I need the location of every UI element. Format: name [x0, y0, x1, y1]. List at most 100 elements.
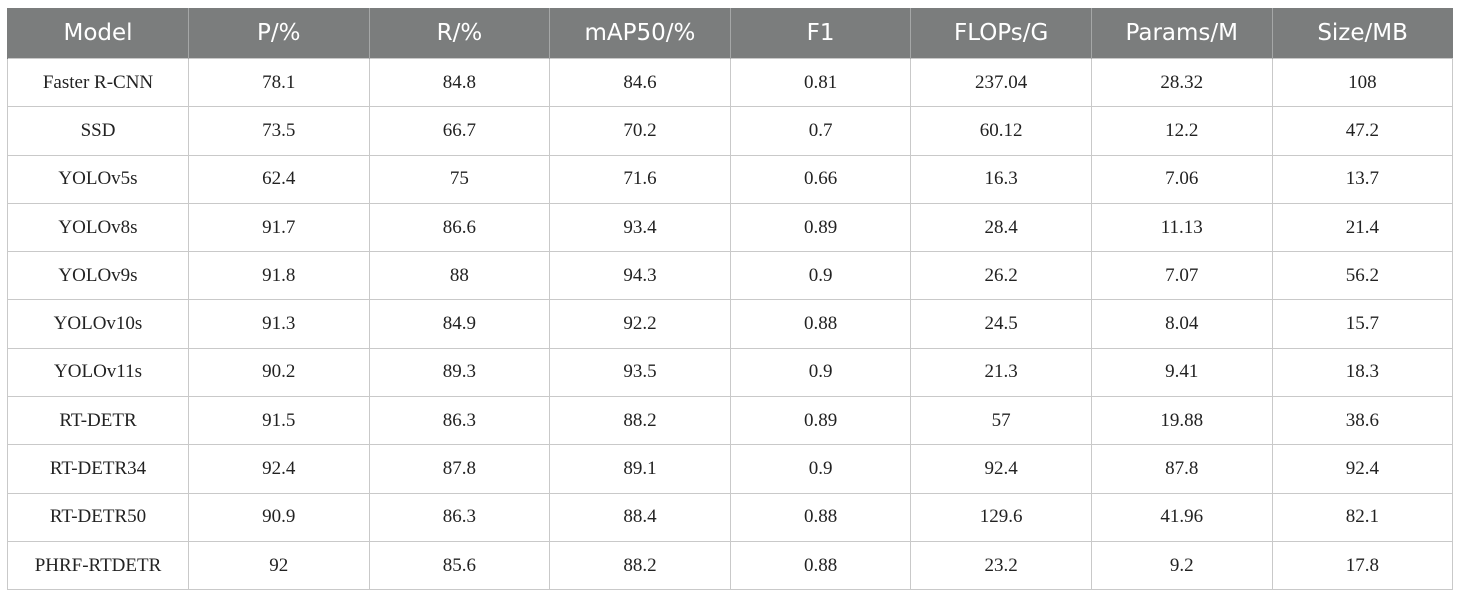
map50-cell: 88.4 — [549, 492, 731, 542]
header-map50: mAP50/% — [549, 8, 731, 59]
header-f1: F1 — [729, 8, 911, 59]
recall-cell: 86.6 — [368, 202, 551, 253]
map50-cell: 93.5 — [549, 347, 731, 398]
params-cell: 9.41 — [1090, 347, 1273, 398]
size-cell: 82.1 — [1271, 492, 1454, 542]
precision-cell: 92.4 — [188, 444, 370, 494]
size-cell: 47.2 — [1271, 106, 1454, 156]
flops-cell: 57 — [910, 396, 1092, 446]
f1-cell: 0.9 — [729, 347, 912, 398]
params-cell: 11.13 — [1090, 202, 1273, 253]
map50-cell: 92.2 — [549, 299, 731, 349]
flops-cell: 24.5 — [910, 299, 1092, 349]
params-cell: 19.88 — [1090, 396, 1273, 446]
table-body: Faster R-CNN 78.1 84.8 84.6 0.81 237.04 28.32 1… — [7, 57, 1454, 591]
model-cell: PHRF-RTDETR — [7, 540, 189, 591]
model-cell: YOLOv9s — [7, 251, 189, 301]
flops-cell: 23.2 — [910, 540, 1092, 591]
params-cell: 7.07 — [1090, 251, 1273, 301]
params-cell: 7.06 — [1090, 154, 1273, 204]
recall-cell: 87.8 — [368, 444, 551, 494]
table-row: YOLOv11s 90.2 89.3 93.5 0.9 21.3 9.41 18.3 — [7, 347, 1454, 398]
model-cell: RT-DETR34 — [7, 444, 189, 494]
precision-cell: 90.2 — [188, 347, 370, 398]
model-cell: Faster R-CNN — [7, 57, 189, 108]
table-row: RT-DETR 91.5 86.3 88.2 0.89 57 19.88 38.6 — [7, 396, 1454, 446]
size-cell: 56.2 — [1271, 251, 1454, 301]
f1-cell: 0.88 — [729, 540, 912, 591]
precision-cell: 91.3 — [188, 299, 370, 349]
size-cell: 18.3 — [1271, 347, 1454, 398]
params-cell: 28.32 — [1090, 57, 1273, 108]
header-model: Model — [7, 8, 189, 59]
table-row: YOLOv10s 91.3 84.9 92.2 0.88 24.5 8.04 15.7 — [7, 299, 1454, 349]
table-row: RT-DETR50 90.9 86.3 88.4 0.88 129.6 41.96 82.1 — [7, 492, 1454, 542]
recall-cell: 86.3 — [368, 492, 551, 542]
map50-cell: 70.2 — [549, 106, 731, 156]
flops-cell: 60.12 — [910, 106, 1092, 156]
model-cell: SSD — [7, 106, 189, 156]
precision-cell: 90.9 — [188, 492, 370, 542]
flops-cell: 21.3 — [910, 347, 1092, 398]
map50-cell: 89.1 — [549, 444, 731, 494]
recall-cell: 88 — [368, 251, 551, 301]
params-cell: 8.04 — [1090, 299, 1273, 349]
f1-cell: 0.89 — [729, 396, 912, 446]
recall-cell: 86.3 — [368, 396, 551, 446]
params-cell: 41.96 — [1090, 492, 1273, 542]
table-row: Faster R-CNN 78.1 84.8 84.6 0.81 237.04 28.32 1… — [7, 57, 1454, 108]
precision-cell: 78.1 — [188, 57, 370, 108]
flops-cell: 92.4 — [910, 444, 1092, 494]
recall-cell: 84.9 — [368, 299, 551, 349]
size-cell: 13.7 — [1271, 154, 1454, 204]
f1-cell: 0.9 — [729, 444, 912, 494]
precision-cell: 91.8 — [188, 251, 370, 301]
model-cell: YOLOv8s — [7, 202, 189, 253]
params-cell: 9.2 — [1090, 540, 1273, 591]
model-cell: YOLOv11s — [7, 347, 189, 398]
params-cell: 12.2 — [1090, 106, 1273, 156]
model-cell: RT-DETR50 — [7, 492, 189, 542]
table-row: SSD 73.5 66.7 70.2 0.7 60.12 12.2 47.2 — [7, 106, 1454, 156]
flops-cell: 28.4 — [910, 202, 1092, 253]
precision-cell: 91.7 — [188, 202, 370, 253]
precision-cell: 62.4 — [188, 154, 370, 204]
recall-cell: 85.6 — [368, 540, 551, 591]
model-cell: YOLOv10s — [7, 299, 189, 349]
precision-cell: 92 — [188, 540, 370, 591]
size-cell: 21.4 — [1271, 202, 1454, 253]
model-cell: RT-DETR — [7, 396, 189, 446]
f1-cell: 0.88 — [729, 492, 912, 542]
precision-cell: 91.5 — [188, 396, 370, 446]
flops-cell: 16.3 — [910, 154, 1092, 204]
params-cell: 87.8 — [1090, 444, 1273, 494]
header-row: Model P/% R/% mAP50/% F1 FLOPs/G Params/… — [7, 8, 1453, 59]
header-precision: P/% — [188, 8, 370, 59]
f1-cell: 0.9 — [729, 251, 912, 301]
map50-cell: 71.6 — [549, 154, 731, 204]
map50-cell: 94.3 — [549, 251, 731, 301]
recall-cell: 75 — [368, 154, 551, 204]
table-row: YOLOv5s 62.4 75 71.6 0.66 16.3 7.06 13.7 — [7, 154, 1454, 204]
table-row: YOLOv9s 91.8 88 94.3 0.9 26.2 7.07 56.2 — [7, 251, 1454, 301]
recall-cell: 66.7 — [368, 106, 551, 156]
header-size: Size/MB — [1271, 8, 1453, 59]
table-row: YOLOv8s 91.7 86.6 93.4 0.89 28.4 11.13 21.4 — [7, 202, 1454, 253]
header-recall: R/% — [368, 8, 550, 59]
map50-cell: 88.2 — [549, 396, 731, 446]
map50-cell: 88.2 — [549, 540, 731, 591]
size-cell: 92.4 — [1271, 444, 1454, 494]
recall-cell: 89.3 — [368, 347, 551, 398]
f1-cell: 0.89 — [729, 202, 912, 253]
flops-cell: 26.2 — [910, 251, 1092, 301]
map50-cell: 84.6 — [549, 57, 731, 108]
size-cell: 108 — [1271, 57, 1454, 108]
flops-cell: 237.04 — [910, 57, 1092, 108]
model-cell: YOLOv5s — [7, 154, 189, 204]
f1-cell: 0.66 — [729, 154, 912, 204]
table-row: PHRF-RTDETR 92 85.6 88.2 0.88 23.2 9.2 17.8 — [7, 540, 1454, 591]
header-params: Params/M — [1090, 8, 1273, 59]
f1-cell: 0.7 — [729, 106, 912, 156]
f1-cell: 0.81 — [729, 57, 912, 108]
size-cell: 15.7 — [1271, 299, 1454, 349]
